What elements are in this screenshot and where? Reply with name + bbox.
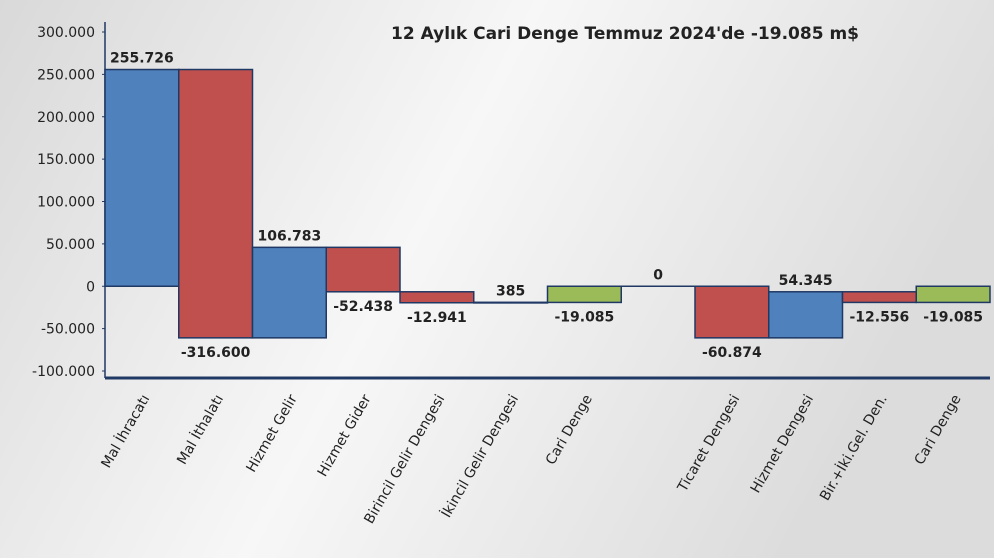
bar	[915, 285, 991, 304]
y-tick-label: 0	[86, 279, 95, 295]
data-label: -52.438	[333, 299, 393, 315]
data-label: 255.726	[110, 51, 174, 67]
data-label: -19.085	[554, 309, 614, 325]
data-label: 54.345	[779, 273, 833, 289]
y-tick-label: -50.000	[41, 322, 95, 338]
y-tick-label: -100.000	[32, 364, 95, 380]
data-label: -316.600	[181, 345, 251, 361]
y-tick-label: 150.000	[37, 152, 95, 168]
bar	[841, 291, 917, 304]
y-tick-label: 200.000	[37, 110, 95, 126]
bar	[768, 291, 844, 339]
y-tick-label: 50.000	[46, 237, 95, 253]
bar	[178, 68, 254, 339]
bar	[399, 291, 475, 304]
bar	[104, 68, 180, 287]
data-label: 106.783	[257, 228, 321, 244]
bar	[325, 246, 401, 293]
y-tick-label: 100.000	[37, 195, 95, 211]
data-label: -12.556	[849, 309, 909, 325]
chart-title: 12 Aylık Cari Denge Temmuz 2024'de -19.0…	[391, 24, 859, 44]
data-label: -19.085	[923, 309, 983, 325]
y-tick-label: 250.000	[37, 67, 95, 83]
data-label: 385	[496, 283, 525, 299]
data-label: -60.874	[702, 345, 762, 361]
bar	[546, 285, 622, 304]
bar	[251, 246, 327, 339]
data-label: 0	[653, 267, 663, 283]
bar	[694, 285, 770, 339]
y-tick-label: 300.000	[37, 25, 95, 41]
data-label: -12.941	[407, 310, 467, 326]
